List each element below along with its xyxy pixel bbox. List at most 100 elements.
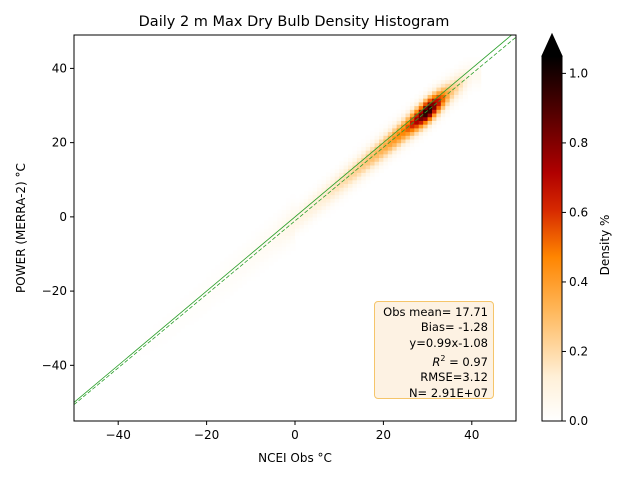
density-cell [356,172,362,177]
density-cell [321,209,327,214]
density-cell [471,75,477,81]
density-cell [259,228,265,233]
density-cell [211,283,217,288]
density-cell [317,216,323,222]
density-cell [290,194,296,199]
density-cell [414,105,420,110]
density-cell [286,202,292,207]
density-cell [224,268,230,274]
density-cell [330,190,336,196]
density-cell [286,242,292,248]
density-cell [202,294,208,300]
density-cell [197,302,203,307]
density-cell [144,346,150,352]
density-cell [409,98,415,103]
density-cell [365,150,371,155]
density-cell [432,127,438,133]
density-cell [233,279,239,285]
density-cell [414,94,420,99]
density-cell [409,146,415,151]
density-cell [149,331,155,337]
density-cell [356,161,362,166]
density-cell [462,60,468,66]
density-cell [312,220,318,225]
density-cell [440,79,446,84]
density-cell [303,202,309,207]
density-cell [321,179,327,185]
density-cell [171,313,177,318]
density-cell [348,172,354,177]
colorbar-tick-label: 0.6 [569,205,588,219]
density-cell [166,324,172,329]
density-cell [281,216,287,222]
density-cell [471,57,477,62]
density-cell [352,150,358,155]
density-cell [418,124,424,129]
density-cell [467,90,473,95]
density-cell [264,250,270,255]
density-cell [418,94,424,99]
density-cell [445,75,451,81]
density-cell [339,176,345,181]
density-cell [396,120,402,125]
density-cell [272,242,278,248]
density-cell [356,187,362,192]
density-cell [436,112,442,118]
y-tick-label: 40 [52,61,67,75]
density-cell [281,213,287,218]
density-cell [211,291,217,296]
density-cell [440,112,446,118]
chart-title: Daily 2 m Max Dry Bulb Density Histogram [139,14,450,30]
density-cell [321,213,327,218]
density-cell [215,268,221,274]
density-cell [356,142,362,147]
density-cell [224,294,230,300]
density-cell [277,216,283,222]
density-cell [361,183,367,188]
density-cell [215,276,221,281]
density-cell [432,101,438,107]
density-cell [321,202,327,207]
density-cell [325,205,331,211]
density-cell [290,205,296,211]
density-cell [281,209,287,214]
density-cell [259,253,265,259]
density-cell [153,343,159,348]
density-cell [449,83,455,88]
density-cell [352,157,358,162]
density-cell [224,283,230,288]
density-cell [171,320,177,326]
density-cell [237,246,243,251]
density-cell [162,317,168,322]
density-cell [268,228,274,233]
density-cell [277,239,283,244]
density-cell [365,168,371,173]
density-cell [149,328,155,333]
density-cell [184,320,190,326]
density-cell [233,283,239,288]
density-cell [409,116,415,121]
density-cell [409,105,415,110]
density-cell [436,120,442,125]
density-cell [259,268,265,274]
density-cell [272,253,278,259]
density-cell [462,90,468,95]
density-cell [219,261,225,266]
density-cell [449,68,455,73]
density-cell [467,86,473,92]
density-cell [246,261,252,266]
density-cell [445,116,451,121]
density-cell [206,279,212,285]
density-cell [462,98,468,103]
density-cell [321,205,327,211]
density-cell [348,190,354,196]
density-cell [290,242,296,248]
density-cell [414,120,420,125]
density-cell [312,183,318,188]
density-cell [462,75,468,81]
density-cell [246,276,252,281]
density-cell [414,127,420,133]
density-cell [356,164,362,170]
density-cell [392,161,398,166]
density-cell [255,239,261,244]
